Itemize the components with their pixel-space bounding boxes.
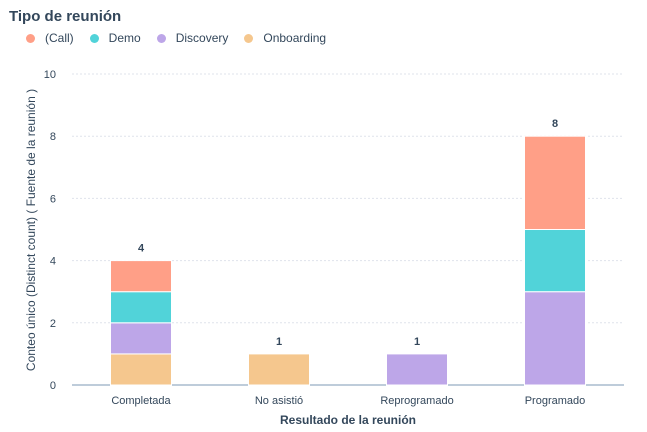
- y-axis-label: Conteo único (Distinct count) ( Fuente d…: [24, 89, 38, 371]
- legend-item[interactable]: Discovery: [156, 31, 229, 45]
- chart-legend: (Call) Demo Discovery Onboarding: [26, 31, 342, 45]
- legend-label: Discovery: [175, 31, 229, 45]
- bar-total-label: 1: [276, 336, 282, 348]
- legend-item[interactable]: Onboarding: [244, 31, 326, 45]
- bar-total-label: 4: [138, 243, 145, 255]
- y-tick-label: 4: [50, 256, 56, 268]
- legend-item[interactable]: (Call): [26, 31, 74, 45]
- x-tick-label: Reprogramado: [380, 395, 453, 407]
- bar-total-label: 1: [414, 336, 420, 348]
- bar-segment[interactable]: [110, 260, 172, 293]
- legend-swatch: [156, 33, 166, 43]
- bar-segment[interactable]: [110, 353, 172, 386]
- x-tick-label: Programado: [525, 395, 586, 407]
- y-tick-label: 0: [50, 380, 56, 392]
- bar-segment[interactable]: [110, 291, 172, 324]
- y-tick-label: 8: [50, 131, 56, 143]
- bar-segment[interactable]: [524, 135, 586, 230]
- x-axis-label: Resultado de la reunión: [280, 413, 416, 427]
- bar-segment[interactable]: [386, 353, 448, 386]
- bar-segment[interactable]: [248, 353, 310, 386]
- bar-segment[interactable]: [110, 322, 172, 355]
- legend-label: (Call): [45, 31, 74, 45]
- bar-segment[interactable]: [524, 229, 586, 293]
- legend-label: Demo: [108, 31, 141, 45]
- legend-swatch: [244, 33, 254, 43]
- x-tick-label: Completada: [111, 395, 171, 407]
- legend-label: Onboarding: [263, 31, 327, 45]
- legend-item[interactable]: Demo: [89, 31, 141, 45]
- x-tick-label: No asistió: [255, 395, 303, 407]
- y-tick-label: 2: [50, 318, 56, 330]
- legend-swatch: [89, 33, 99, 43]
- legend-title: Tipo de reunión: [9, 8, 122, 25]
- legend-swatch: [26, 33, 35, 43]
- y-tick-label: 10: [44, 69, 56, 81]
- y-tick-label: 6: [50, 193, 56, 205]
- bar-total-label: 8: [552, 118, 558, 130]
- bar-segment[interactable]: [524, 291, 586, 386]
